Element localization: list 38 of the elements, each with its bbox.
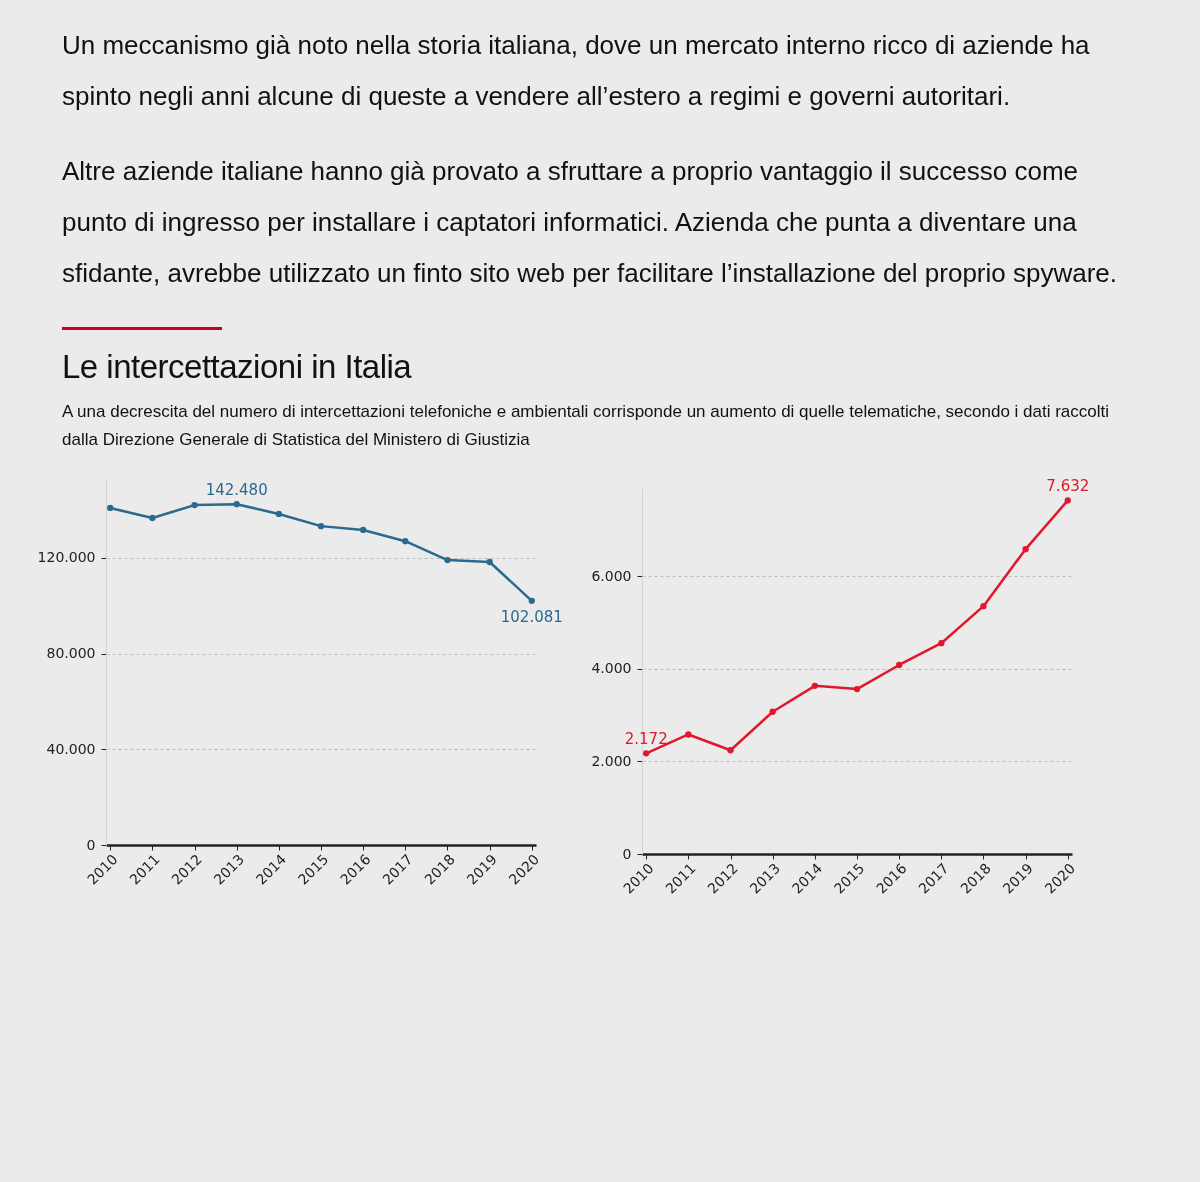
point <box>769 708 776 715</box>
y-tick-label: 4.000 <box>591 660 632 677</box>
data-label: 7.632 <box>1046 477 1090 496</box>
y-tick-label: 6.000 <box>591 567 632 584</box>
y-tick-label: 2.000 <box>591 752 632 769</box>
y-tick-label: 120.000 <box>37 549 96 566</box>
point <box>528 597 535 604</box>
y-tick-label: 0 <box>86 836 96 853</box>
point <box>486 558 493 566</box>
point <box>1022 546 1029 553</box>
y-tick-label: 0 <box>622 845 632 862</box>
point <box>317 522 325 530</box>
point <box>643 750 650 757</box>
text: Un meccanismo già noto nella storia italiana, dove un mercato interno ricco di aziende ha spinto negli anni alcune di queste a vendere all’estero a regimi e governi autoritari. <box>62 29 1091 113</box>
point <box>727 747 734 754</box>
text: A una decrescita del numero di intercettazioni telefoniche e ambientali corrisponde un aumento di quelle telematiche, secondo i dati raccolti dalla Direzione Generale di Statistica del Ministero di Giustizia <box>62 401 1111 451</box>
data-label: 142.480 <box>205 481 268 500</box>
y-tick-label: 40.000 <box>46 740 96 757</box>
point <box>107 504 114 512</box>
data-label: 102.081 <box>500 607 563 626</box>
point <box>895 661 903 669</box>
chart-title: Le intercettazioni in Italia <box>62 348 413 386</box>
point <box>1064 497 1071 504</box>
y-tick-label: 80.000 <box>46 645 96 662</box>
point <box>853 685 861 693</box>
data-label: 2.172 <box>624 730 668 749</box>
point <box>402 538 409 545</box>
point <box>685 731 692 738</box>
point <box>275 510 283 518</box>
point <box>811 682 819 689</box>
point <box>938 640 945 647</box>
point <box>980 602 987 610</box>
point <box>233 501 240 508</box>
point <box>444 556 451 564</box>
point <box>191 501 198 509</box>
point <box>359 526 367 534</box>
text: Altre aziende italiane hanno già provato a sfruttare a proprio vantaggio il successo come punto di ingresso per installare i captatori informatici. Azienda che punta a diventare una sfidante, avrebbe utilizzato un finto sito web per facilitare l’installazione del proprio spyware. <box>62 155 1118 290</box>
point <box>149 514 156 522</box>
